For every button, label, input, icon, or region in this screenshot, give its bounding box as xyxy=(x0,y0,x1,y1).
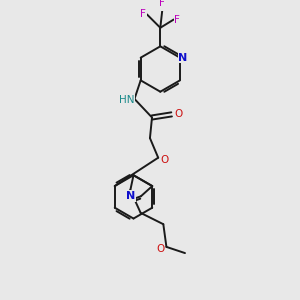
Text: N: N xyxy=(126,191,135,201)
Text: F: F xyxy=(175,14,180,25)
Text: HN: HN xyxy=(119,95,134,105)
Text: O: O xyxy=(174,110,182,119)
Text: N: N xyxy=(178,53,188,63)
Text: O: O xyxy=(156,244,164,254)
Text: O: O xyxy=(161,155,169,165)
Text: F: F xyxy=(159,0,165,8)
Text: F: F xyxy=(140,9,146,20)
